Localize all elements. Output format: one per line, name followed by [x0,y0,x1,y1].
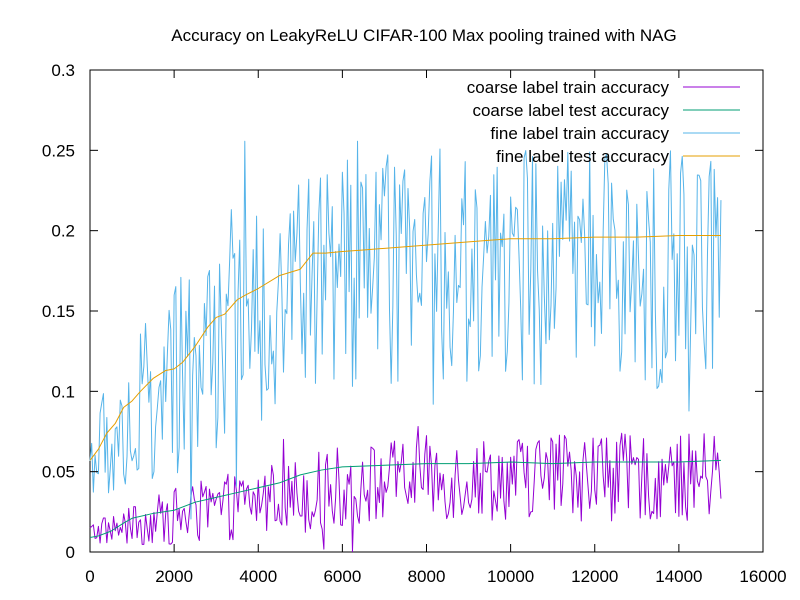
y-tick-label: 0.25 [42,141,75,160]
y-tick-label: 0.15 [42,302,75,321]
x-tick-label: 4000 [239,567,277,586]
legend-label: fine label train accuracy [490,124,669,143]
x-tick-label: 2000 [155,567,193,586]
y-tick-label: 0.3 [51,61,75,80]
chart-title: Accuracy on LeakyReLU CIFAR-100 Max pool… [171,26,677,45]
series-line-fine-label-test-accuracy [89,234,721,461]
x-tick-label: 16000 [739,567,786,586]
legend: coarse label train accuracy coarse label … [467,78,740,166]
y-tick-label: 0 [66,543,75,562]
legend-label: coarse label test accuracy [472,101,669,120]
x-tick-label: 6000 [323,567,361,586]
x-tick-label: 12000 [571,567,618,586]
y-tick-label: 0.1 [51,382,75,401]
legend-label: coarse label train accuracy [467,78,670,97]
axis-layer: 0 2000 4000 6000 8000 10000 12000 14000 16000 0 0.… [42,61,787,586]
series-layer [89,140,722,553]
series-line-coarse-label-test-accuracy [89,459,721,539]
y-tick-label: 0.2 [51,222,75,241]
x-tick-label: 14000 [655,567,702,586]
y-tick-label: 0.05 [42,463,75,482]
x-tick-label: 8000 [408,567,446,586]
x-tick-label: 10000 [487,567,534,586]
legend-label: fine label test accuracy [496,147,669,166]
x-tick-label: 0 [85,567,94,586]
